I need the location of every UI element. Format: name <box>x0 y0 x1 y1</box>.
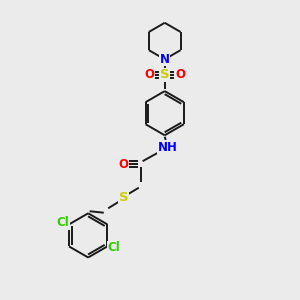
Text: O: O <box>144 68 154 81</box>
Text: Cl: Cl <box>56 216 69 230</box>
Text: O: O <box>175 68 185 81</box>
Text: Cl: Cl <box>107 242 120 254</box>
Text: N: N <box>160 53 170 66</box>
Text: S: S <box>160 68 169 81</box>
Text: S: S <box>119 191 128 204</box>
Text: NH: NH <box>158 141 178 154</box>
Text: O: O <box>118 158 128 171</box>
